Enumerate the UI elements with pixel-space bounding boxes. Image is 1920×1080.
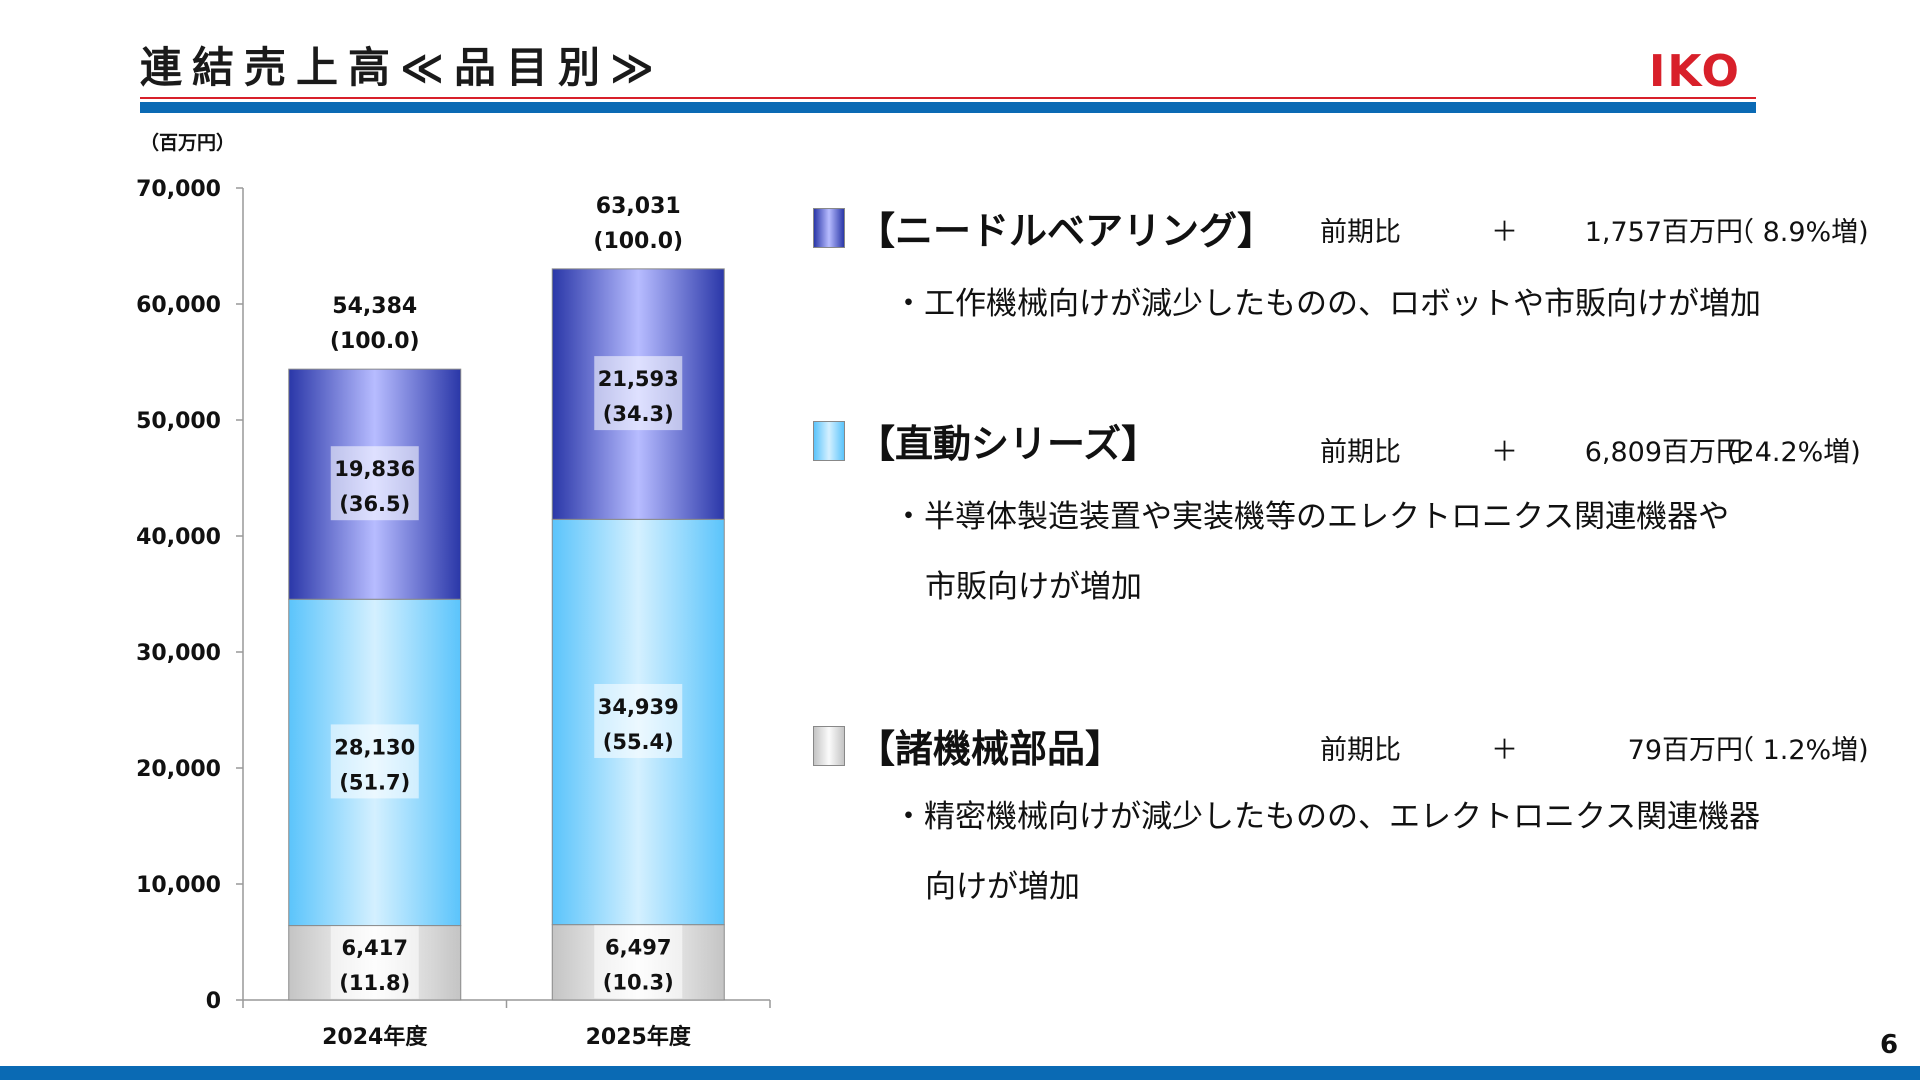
segment-title: 【ニードルベアリング】: [857, 209, 1276, 253]
y-tick-label: 60,000: [136, 293, 221, 318]
y-tick-label: 50,000: [136, 409, 221, 434]
segment-linear-motion: 【直動シリーズ】 前期比 ＋ 6,809百万円 (24.2%増) ・半導体製造装…: [813, 413, 1913, 613]
legend-swatch-needle: [813, 208, 845, 248]
segment-title: 【直動シリーズ】: [857, 422, 1160, 466]
y-tick-label: 0: [206, 989, 221, 1014]
page-title: 連結売上高≪品目別≫: [140, 43, 664, 92]
compare-amount: 1,757百万円: [1584, 217, 1743, 248]
data-label-value: 19,836: [334, 457, 415, 481]
total-label-share: (100.0): [593, 229, 683, 254]
x-tick-label: 2024年度: [322, 1024, 428, 1050]
header-blue-rule: [140, 102, 1756, 113]
compare-plus: ＋: [1491, 217, 1518, 248]
segment-note: ・工作機械向けが減少したものの、ロボットや市販向けが増加: [893, 286, 1761, 322]
compare-plus: ＋: [1491, 735, 1518, 766]
y-tick-label: 30,000: [136, 641, 221, 666]
data-label-share: (51.7): [339, 770, 410, 794]
compare-percent: (24.2%増): [1727, 437, 1861, 468]
data-label-bg: [330, 446, 419, 521]
y-tick-label: 10,000: [136, 873, 221, 898]
data-label-bg: [594, 683, 683, 758]
iko-logo: IKO: [1635, 48, 1755, 92]
logo-text: IKO: [1649, 48, 1741, 92]
compare-amount: 6,809百万円: [1584, 437, 1743, 468]
data-label-share: (11.8): [339, 971, 410, 995]
stacked-bar-chart: 0 10,000 20,000 30,000 40,000 50,000 60,000 70,…: [136, 177, 771, 1050]
data-label-share: (34.3): [603, 402, 674, 426]
segment-needle-bearing: 【ニードルベアリング】 前期比 ＋ 1,757百万円 （ 8.9%増) ・工作機…: [813, 200, 1913, 350]
total-label-value: 63,031: [596, 194, 681, 219]
segment-note-cont: 向けが増加: [925, 869, 1080, 905]
segment-note: ・半導体製造装置や実装機等のエレクトロニクス関連機器や: [893, 499, 1730, 535]
segment-title: 【諸機械部品】: [857, 727, 1124, 771]
compare-percent: （ 1.2%増): [1727, 735, 1869, 766]
compare-label: 前期比: [1320, 437, 1401, 468]
data-label-bg: [594, 924, 683, 999]
segment-note-cont: 市販向けが増加: [925, 569, 1142, 605]
data-label-value: 34,939: [598, 695, 679, 719]
data-label-bg: [330, 924, 419, 999]
compare-label: 前期比: [1320, 217, 1401, 248]
x-tick-label: 2025年度: [586, 1024, 692, 1050]
page-number: 6: [1880, 1030, 1899, 1060]
data-label-share: (36.5): [339, 492, 410, 516]
legend-swatch-parts: [813, 726, 845, 766]
y-tick-label: 70,000: [136, 177, 221, 202]
data-label-share: (10.3): [603, 970, 674, 994]
compare-amount: 79百万円: [1627, 735, 1743, 766]
y-tick-label: 20,000: [136, 757, 221, 782]
compare-percent: （ 8.9%増): [1727, 217, 1869, 248]
footer-bar: [0, 1066, 1920, 1080]
data-label-share: (55.4): [603, 730, 674, 754]
data-label-value: 6,417: [342, 936, 408, 960]
chart-unit-label: （百万円）: [140, 132, 236, 154]
header-red-rule: [140, 97, 1756, 99]
compare-plus: ＋: [1491, 437, 1518, 468]
compare-label: 前期比: [1320, 735, 1401, 766]
data-label-bg: [330, 724, 419, 799]
data-label-value: 6,497: [605, 935, 671, 959]
y-tick-label: 40,000: [136, 525, 221, 550]
data-label-value: 28,130: [334, 735, 415, 759]
legend-swatch-linear: [813, 421, 845, 461]
segment-machine-parts: 【諸機械部品】 前期比 ＋ 79百万円 （ 1.2%増) ・精密機械向けが減少し…: [813, 718, 1913, 918]
data-label-bg: [594, 356, 683, 431]
total-label-share: (100.0): [330, 329, 420, 354]
data-label-value: 21,593: [598, 367, 679, 391]
segment-note: ・精密機械向けが減少したものの、エレクトロニクス関連機器: [893, 799, 1761, 835]
total-label-value: 54,384: [332, 294, 417, 319]
